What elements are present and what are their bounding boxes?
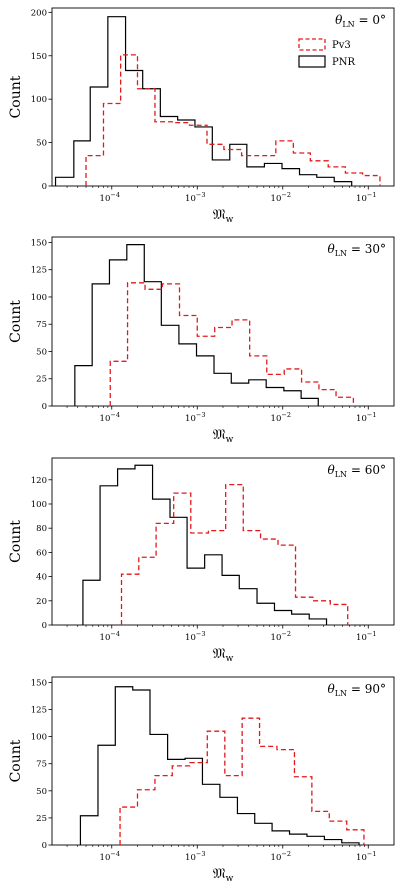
- series-pnr: [82, 464, 328, 625]
- legend-label-pv3: Pv3: [332, 40, 351, 51]
- x-tick-label: 10−3: [185, 411, 205, 424]
- y-tick-label: 75: [36, 760, 47, 770]
- y-tick-label: 100: [31, 733, 47, 743]
- panel-1: 10−4 10−3 10−2 10−1 0 50 100 150 200 Count 𝔐w θLN =…: [8, 7, 395, 225]
- y-tick-label: 50: [36, 347, 47, 357]
- legend-label-pnr: PNR: [332, 57, 355, 68]
- y-tick-label: 200: [31, 8, 47, 18]
- x-tick-label: 10−3: [185, 630, 205, 643]
- panel-title: θLN = 30°: [328, 242, 387, 258]
- y-tick-label: 60: [36, 548, 47, 558]
- y-tick-label: 100: [31, 293, 47, 303]
- y-tick-label: 20: [36, 597, 47, 607]
- series-pv3: [119, 717, 365, 845]
- y-tick-label: 25: [36, 375, 47, 385]
- panel-3: 10−4 10−3 10−2 10−1 0 20 40 60 80 100 120 Count 𝔐w θL…: [8, 457, 395, 664]
- series-pv3: [120, 483, 349, 625]
- series-pnr: [54, 16, 353, 186]
- x-tick-label: 10−3: [185, 191, 205, 204]
- y-tick-label: 125: [31, 266, 47, 276]
- x-tick-label: 10−1: [356, 850, 376, 863]
- axes-frame: [51, 7, 395, 187]
- y-tick-label: 150: [31, 52, 47, 62]
- y-tick-label: 50: [36, 787, 47, 797]
- x-tick-label: 10−4: [100, 630, 120, 643]
- axes-frame: [51, 236, 395, 407]
- y-axis-label: Count: [8, 75, 24, 118]
- x-tick-label: 10−3: [185, 850, 205, 863]
- axes-frame: [51, 676, 395, 846]
- y-tick-label: 0: [42, 841, 47, 851]
- y-tick-label: 0: [42, 621, 47, 631]
- panel-4: 10−4 10−3 10−2 10−1 0 25 50 75 100 125 150 Count 𝔐w θ…: [8, 676, 395, 884]
- x-axis-label: 𝔐w: [213, 427, 234, 445]
- series-pnr: [74, 244, 319, 406]
- x-tick-label: 10−4: [100, 191, 120, 204]
- y-tick-label: 40: [36, 573, 47, 583]
- x-tick-label: 10−4: [100, 411, 120, 424]
- panel-title: θLN = 90°: [328, 682, 387, 698]
- y-tick-label: 100: [31, 500, 47, 510]
- y-axis-label: Count: [8, 300, 24, 343]
- y-tick-label: 0: [42, 402, 47, 412]
- x-tick-label: 10−2: [271, 411, 291, 424]
- y-tick-label: 80: [36, 524, 47, 534]
- x-axis-label: 𝔐w: [213, 866, 234, 884]
- y-tick-label: 120: [31, 476, 47, 486]
- y-tick-label: 150: [31, 678, 47, 688]
- y-tick-label: 25: [36, 814, 47, 824]
- y-tick-label: 0: [42, 182, 47, 192]
- axes-frame: [51, 457, 395, 626]
- panel-title: θLN = 0°: [335, 13, 386, 29]
- panel-2: 10−4 10−3 10−2 10−1 0 25 50 75 100 125 150 Count 𝔐w θ…: [8, 236, 395, 445]
- legend-swatch-pnr: [298, 55, 326, 68]
- x-tick-label: 10−1: [356, 630, 376, 643]
- x-axis-label: 𝔐w: [213, 207, 234, 225]
- x-tick-label: 10−1: [356, 191, 376, 204]
- x-tick-label: 10−2: [271, 850, 291, 863]
- y-tick-label: 75: [36, 320, 47, 330]
- y-tick-label: 50: [36, 139, 47, 149]
- y-tick-label: 125: [31, 706, 47, 716]
- y-tick-label: 150: [31, 238, 47, 248]
- x-tick-label: 10−2: [271, 191, 291, 204]
- x-tick-label: 10−1: [356, 411, 376, 424]
- x-axis-label: 𝔐w: [213, 646, 234, 664]
- series-pv3: [85, 54, 381, 186]
- series-pnr: [79, 686, 360, 845]
- legend: Pv3 PNR: [298, 38, 355, 68]
- legend-swatch-pv3: [298, 38, 326, 51]
- series-pv3: [109, 282, 355, 406]
- x-tick-label: 10−2: [271, 630, 291, 643]
- y-axis-label: Count: [8, 739, 24, 782]
- panel-title: θLN = 60°: [328, 463, 387, 479]
- y-axis-label: Count: [8, 520, 24, 563]
- x-tick-label: 10−4: [100, 850, 120, 863]
- y-tick-label: 100: [31, 95, 47, 105]
